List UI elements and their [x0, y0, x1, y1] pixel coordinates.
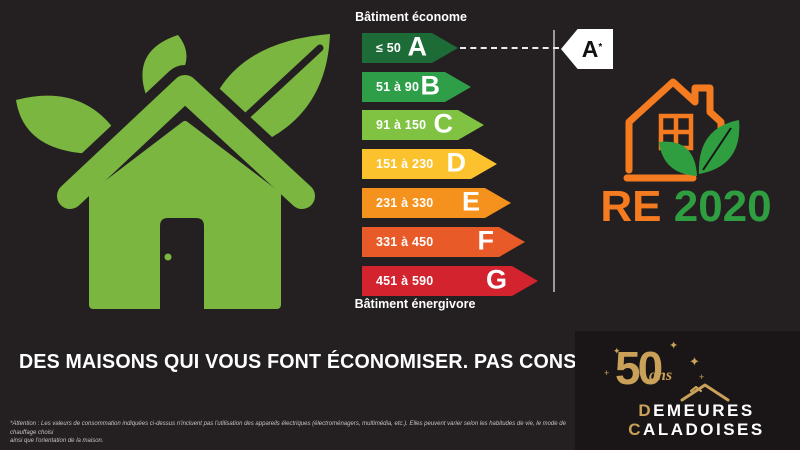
door-handle-icon: [164, 253, 172, 261]
slogan: DES MAISONS QUI VOUS FONT ÉCONOMISER. PA…: [19, 351, 665, 373]
brand-line-demeures: DEMEURES: [638, 401, 755, 420]
sparkle-icon: +: [604, 368, 610, 378]
chart-footer: Bâtiment énergivore: [354, 297, 476, 311]
divider-line: [553, 30, 555, 292]
sparkle-icon: ✦: [669, 340, 679, 352]
anniversary-roof-icon: [680, 383, 730, 402]
sparkle-icon: ✦: [613, 346, 621, 356]
dashed-connector: [460, 47, 559, 49]
eco-house-icon: [16, 34, 330, 309]
anniversary-number: 50: [615, 342, 663, 394]
sparkle-icon: ✦: [689, 354, 700, 369]
energy-class-bar: 451 à 590 G: [362, 266, 538, 296]
door-icon: [160, 218, 204, 309]
re2020-wordmark: RE 2020: [600, 182, 772, 231]
asterisk: *: [598, 41, 603, 53]
energy-class-bar: ≤ 50 A: [362, 33, 458, 63]
energy-class-bar: 331 à 450 F: [362, 227, 525, 257]
disclaimer: *Attention : Les valeurs de consommation…: [10, 421, 566, 444]
rating-arrow-badge: A *: [561, 29, 613, 69]
energy-class-bar: 231 à 330 E: [362, 188, 511, 218]
re2020-leaves-icon: [659, 120, 740, 176]
anniversary-logo-panel: + ✦ ✦ ✦ + 50 ans DEMEURES CALADOISES: [575, 331, 800, 450]
energy-class-bar: 51 à 90 B: [362, 72, 471, 102]
energy-class-bar: 91 à 150 C: [362, 110, 484, 140]
anniversary-ans: ans: [649, 367, 673, 384]
brand-line-caladoises: CALADOISES: [628, 420, 765, 439]
energy-class-bar: 151 à 230 D: [362, 149, 497, 179]
re2020-house-icon: [623, 78, 740, 182]
sparkle-icon: +: [699, 372, 705, 382]
chart-title: Bâtiment économe: [355, 10, 467, 24]
